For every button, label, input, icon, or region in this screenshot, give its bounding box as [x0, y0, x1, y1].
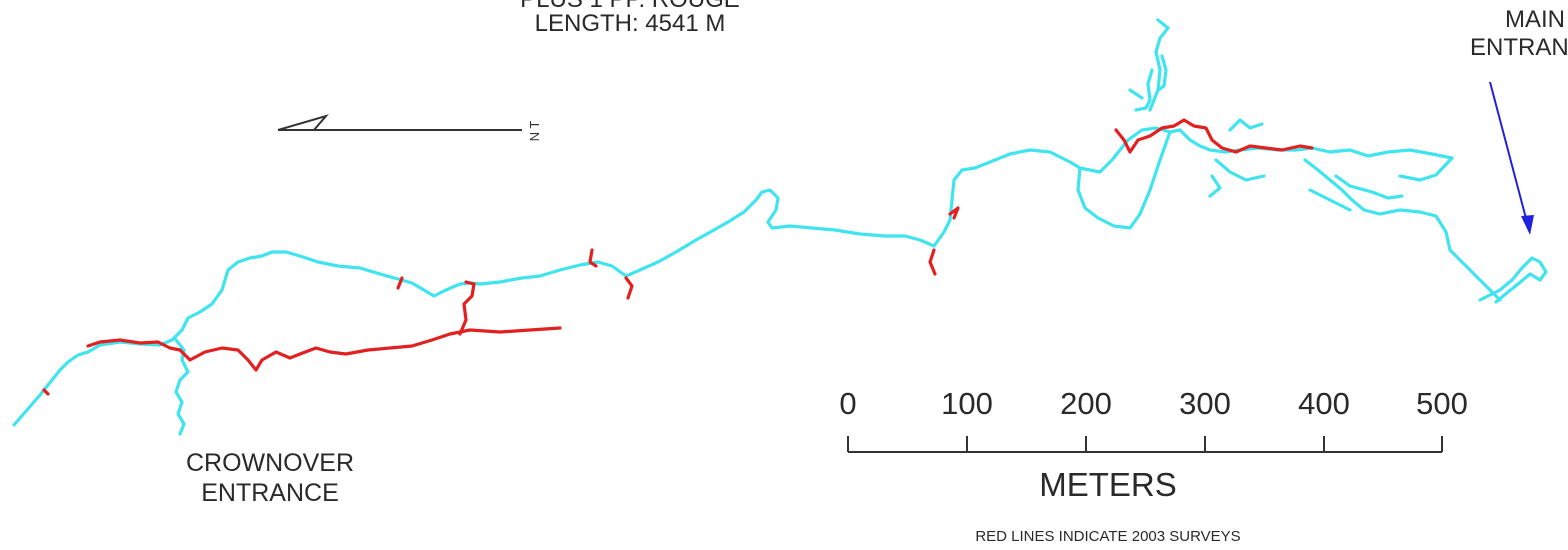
main-entrance-arrow [1489, 81, 1534, 235]
passage-east-maze [1208, 118, 1502, 302]
survey-west-main [86, 326, 562, 372]
scale-label-300: 300 [1179, 386, 1231, 421]
crownover-entrance-label: CROWNOVER ENTRANCE [150, 449, 390, 508]
crownover-line-1: CROWNOVER [185, 449, 355, 477]
passage-north-spur [1148, 18, 1170, 112]
survey-legend-note: RED LINES INDICATE 2003 SURVEYS [975, 528, 1241, 545]
north-arrow-head [277, 114, 329, 131]
passage-north-branch [1128, 68, 1154, 112]
north-arrow-label: N T [527, 121, 542, 142]
scale-units-label: METERS [1039, 466, 1177, 503]
scale-label-0: 0 [839, 386, 857, 421]
scale-label-400: 400 [1298, 386, 1350, 421]
scale-label-200: 200 [1060, 386, 1112, 421]
map-title-partial: PLUS 1 PP. ROUGE [420, 0, 840, 14]
survey-short-3 [624, 276, 634, 300]
passage-main-west [86, 126, 1454, 354]
scale-bar [847, 436, 1443, 453]
survey-side-branch [458, 280, 476, 336]
north-arrow [277, 114, 522, 131]
main-entrance-line-1: MAIN [1505, 6, 1565, 33]
main-entrance-label: MAIN ENTRANCE [1470, 6, 1568, 63]
survey-short-4 [928, 248, 937, 276]
scale-label-100: 100 [941, 386, 993, 421]
cave-length-label: LENGTH: 4541 M [534, 10, 726, 37]
survey-east [1114, 118, 1314, 154]
survey-2003-lines [42, 118, 1314, 396]
passage-loop [1076, 130, 1172, 230]
survey-short-6 [42, 388, 50, 396]
survey-short-2 [588, 248, 598, 268]
survey-short-1 [396, 276, 404, 290]
passage-main-entrance [1478, 256, 1548, 304]
cave-passages [12, 18, 1548, 436]
crownover-line-2: ENTRANCE [201, 478, 339, 507]
passage-west-end [12, 350, 90, 427]
scale-label-500: 500 [1416, 386, 1468, 421]
main-entrance-line-2: ENTRANCE [1470, 34, 1568, 62]
survey-short-5 [948, 206, 960, 220]
